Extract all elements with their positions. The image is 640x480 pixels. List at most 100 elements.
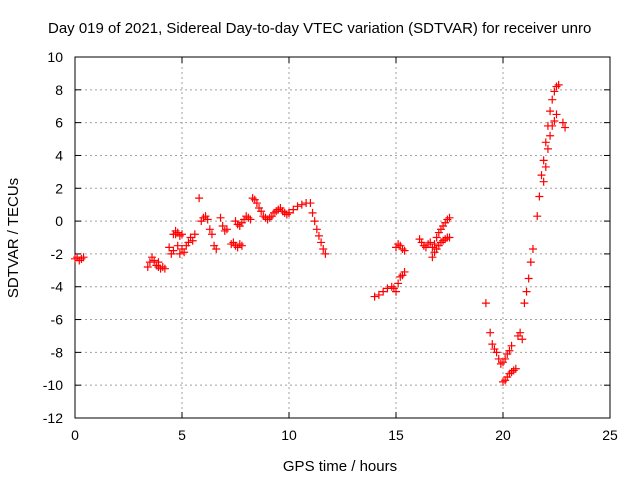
data-point: [252, 199, 261, 208]
data-point: [486, 328, 495, 337]
data-point: [558, 118, 567, 127]
data-point: [175, 249, 184, 258]
data-point: [428, 253, 437, 262]
data-point: [285, 208, 293, 217]
data-point: [246, 215, 255, 224]
data-point: [195, 194, 204, 203]
data-point: [541, 138, 550, 147]
data-point: [173, 241, 182, 250]
data-point: [150, 256, 159, 265]
data-point: [79, 253, 88, 262]
data-point: [543, 144, 552, 153]
y-tick-label: -4: [51, 279, 64, 295]
y-tick-label: 2: [55, 180, 63, 196]
y-tick-label: 8: [55, 82, 63, 98]
data-point: [190, 230, 199, 239]
data-point: [488, 340, 497, 349]
data-point: [310, 217, 319, 226]
data-points: [71, 80, 570, 386]
data-point: [533, 212, 542, 221]
x-axis-label: GPS time / hours: [283, 458, 397, 475]
y-tick-label: 10: [47, 49, 63, 65]
data-point: [507, 341, 516, 350]
data-point: [552, 110, 561, 119]
data-point: [319, 244, 328, 253]
data-point: [520, 299, 529, 308]
data-point: [501, 354, 510, 363]
data-point: [257, 207, 266, 216]
data-point: [143, 263, 152, 272]
data-point: [207, 230, 216, 239]
data-point: [537, 171, 546, 180]
data-point: [432, 233, 441, 242]
data-point: [289, 205, 298, 214]
data-point: [539, 156, 548, 165]
data-point: [237, 241, 246, 250]
grid: [75, 57, 610, 418]
data-point: [430, 240, 439, 249]
data-point: [308, 208, 317, 217]
data-point: [481, 299, 490, 308]
data-point: [188, 236, 197, 245]
data-point: [528, 244, 537, 253]
plot-frame: [74, 56, 611, 419]
y-tick-label: -8: [51, 344, 64, 360]
data-point: [374, 290, 383, 299]
data-point: [392, 287, 400, 296]
data-point: [554, 80, 563, 89]
data-point: [314, 231, 323, 240]
data-point: [218, 222, 227, 231]
x-tick-label: 5: [178, 427, 186, 443]
data-point: [445, 213, 454, 222]
y-tick-label: 0: [55, 213, 63, 229]
data-point: [526, 258, 535, 267]
data-point: [522, 287, 531, 296]
data-point: [379, 287, 388, 296]
data-point: [145, 258, 154, 267]
data-point: [317, 238, 326, 247]
data-point: [169, 246, 178, 255]
data-point: [205, 225, 214, 234]
y-tick-label: -2: [51, 246, 64, 262]
data-point: [370, 292, 379, 301]
y-tick-label: 4: [55, 147, 63, 163]
data-point: [550, 87, 559, 96]
x-tick-label: 20: [495, 427, 511, 443]
data-point: [548, 95, 557, 104]
data-point: [561, 123, 570, 132]
y-tick-label: -12: [43, 410, 63, 426]
data-point: [426, 238, 435, 247]
y-axis-label: SDTVAR / TECUs: [5, 178, 22, 298]
data-point: [222, 225, 231, 234]
data-point: [321, 249, 330, 258]
data-point: [518, 335, 527, 344]
data-point: [445, 233, 454, 242]
data-point: [293, 202, 302, 211]
data-point: [535, 192, 544, 201]
data-point: [524, 274, 533, 283]
data-point: [178, 230, 186, 239]
y-tick-label: 6: [55, 115, 63, 131]
data-point: [511, 364, 520, 373]
x-tick-label: 10: [281, 427, 297, 443]
data-point: [165, 243, 174, 252]
data-point: [492, 348, 501, 357]
data-point: [550, 116, 559, 125]
data-point: [203, 215, 212, 224]
x-tick-label: 15: [388, 427, 404, 443]
x-tick-label: 0: [71, 427, 79, 443]
data-point: [297, 200, 306, 209]
data-point: [212, 244, 221, 253]
data-point: [548, 121, 557, 130]
data-point: [505, 346, 514, 355]
x-tick-label: 25: [602, 427, 618, 443]
data-point: [216, 213, 225, 222]
data-point: [160, 264, 169, 273]
data-point: [516, 328, 525, 337]
data-point: [394, 279, 403, 288]
y-tick-label: -6: [51, 312, 64, 328]
data-point: [306, 199, 315, 208]
data-point: [546, 107, 555, 116]
